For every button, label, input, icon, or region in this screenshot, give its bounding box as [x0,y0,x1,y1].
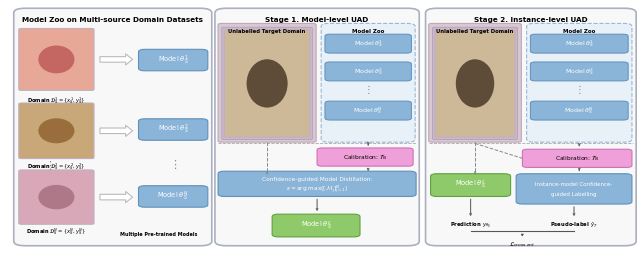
Text: Model Zoo: Model Zoo [352,28,385,34]
Text: Model $\theta^c_S$: Model $\theta^c_S$ [301,219,332,231]
Ellipse shape [38,45,74,73]
Text: Calibration: $\mathcal{T}_N$: Calibration: $\mathcal{T}_N$ [343,152,387,162]
FancyBboxPatch shape [225,30,310,137]
FancyBboxPatch shape [218,171,416,196]
FancyBboxPatch shape [431,174,511,196]
FancyBboxPatch shape [19,103,94,158]
FancyBboxPatch shape [522,149,632,167]
FancyBboxPatch shape [437,30,513,136]
Text: Stage 1. Model-level UAD: Stage 1. Model-level UAD [266,17,369,23]
Text: Model $\theta^c_S$: Model $\theta^c_S$ [455,179,486,191]
FancyBboxPatch shape [531,62,628,81]
FancyBboxPatch shape [138,186,208,207]
Text: ⋮: ⋮ [575,85,584,95]
Text: Instance-model Confidence-: Instance-model Confidence- [535,182,612,187]
FancyBboxPatch shape [527,23,632,142]
FancyBboxPatch shape [317,148,413,166]
FancyBboxPatch shape [531,34,628,53]
Text: Model $\theta^2_S$: Model $\theta^2_S$ [157,123,189,136]
Text: Confidence-guided Model Distillation:: Confidence-guided Model Distillation: [262,177,372,182]
FancyBboxPatch shape [138,49,208,71]
Text: Model $\theta^N_S$: Model $\theta^N_S$ [564,105,595,116]
Text: Model $\theta^1_S$: Model $\theta^1_S$ [564,38,594,49]
Text: Domain $\mathcal{D}^1_S = \{x^1_S, y^1_S\}$: Domain $\mathcal{D}^1_S = \{x^1_S, y^1_S… [27,95,86,106]
Text: $\mathcal{L}_{cross\ ent}$: $\mathcal{L}_{cross\ ent}$ [509,240,536,249]
FancyBboxPatch shape [429,23,522,142]
Ellipse shape [38,118,74,143]
FancyBboxPatch shape [138,119,208,140]
FancyBboxPatch shape [433,27,518,140]
Text: Model $\theta^2_S$: Model $\theta^2_S$ [353,66,383,77]
Text: Model $\theta^2_S$: Model $\theta^2_S$ [564,66,594,77]
FancyBboxPatch shape [19,170,94,224]
FancyBboxPatch shape [325,101,412,120]
Text: $\varepsilon = \mathrm{arg}\;\max([\mathcal{M}_j]^N_{j=1})$: $\varepsilon = \mathrm{arg}\;\max([\math… [286,183,348,195]
Text: ⋮: ⋮ [44,161,55,171]
Text: Calibration: $\mathcal{T}_N$: Calibration: $\mathcal{T}_N$ [555,153,600,163]
FancyBboxPatch shape [516,174,632,204]
Text: Model $\theta^1_S$: Model $\theta^1_S$ [353,38,383,49]
FancyBboxPatch shape [20,104,92,158]
Text: ⋮: ⋮ [364,85,373,95]
FancyBboxPatch shape [222,27,312,140]
FancyBboxPatch shape [13,8,212,246]
Text: Stage 2. Instance-level UAD: Stage 2. Instance-level UAD [474,17,588,23]
Text: Model $\theta^1_S$: Model $\theta^1_S$ [157,53,189,67]
Text: Unlabelled Target Domain: Unlabelled Target Domain [228,28,306,34]
FancyBboxPatch shape [218,23,316,142]
FancyBboxPatch shape [426,8,636,246]
FancyBboxPatch shape [20,29,92,90]
FancyBboxPatch shape [321,23,415,142]
FancyBboxPatch shape [227,30,308,136]
Text: ⋮: ⋮ [168,160,180,170]
Text: guided Labelling: guided Labelling [551,193,596,197]
FancyBboxPatch shape [20,171,92,224]
FancyBboxPatch shape [272,214,360,237]
FancyBboxPatch shape [325,34,412,53]
Text: Model Zoo: Model Zoo [563,28,595,34]
FancyBboxPatch shape [215,8,419,246]
Text: Model $\theta^N_S$: Model $\theta^N_S$ [157,190,189,203]
FancyBboxPatch shape [325,62,412,81]
Text: Domain $\mathcal{D}^2_S = \{x^2_S, y^2_S\}$: Domain $\mathcal{D}^2_S = \{x^2_S, y^2_S… [27,161,86,171]
FancyBboxPatch shape [19,28,94,90]
Text: Model $\theta^N_S$: Model $\theta^N_S$ [353,105,383,116]
Ellipse shape [456,59,494,108]
Text: Pseudo-label $\hat{y}_T$: Pseudo-label $\hat{y}_T$ [550,221,598,230]
Text: Unlabelled Target Domain: Unlabelled Target Domain [436,28,514,34]
Text: Prediction $y_{\theta_S}$: Prediction $y_{\theta_S}$ [450,221,491,230]
Text: Domain $\mathcal{D}^N_S = \{x^N_S, y^N_S\}$: Domain $\mathcal{D}^N_S = \{x^N_S, y^N_S… [26,226,86,237]
Text: Model Zoo on Multi-source Domain Datasets: Model Zoo on Multi-source Domain Dataset… [22,17,204,23]
FancyBboxPatch shape [531,101,628,120]
Ellipse shape [246,59,287,108]
FancyBboxPatch shape [435,30,515,137]
Ellipse shape [38,185,74,209]
Text: Multiple Pre-trained Models: Multiple Pre-trained Models [120,232,197,237]
